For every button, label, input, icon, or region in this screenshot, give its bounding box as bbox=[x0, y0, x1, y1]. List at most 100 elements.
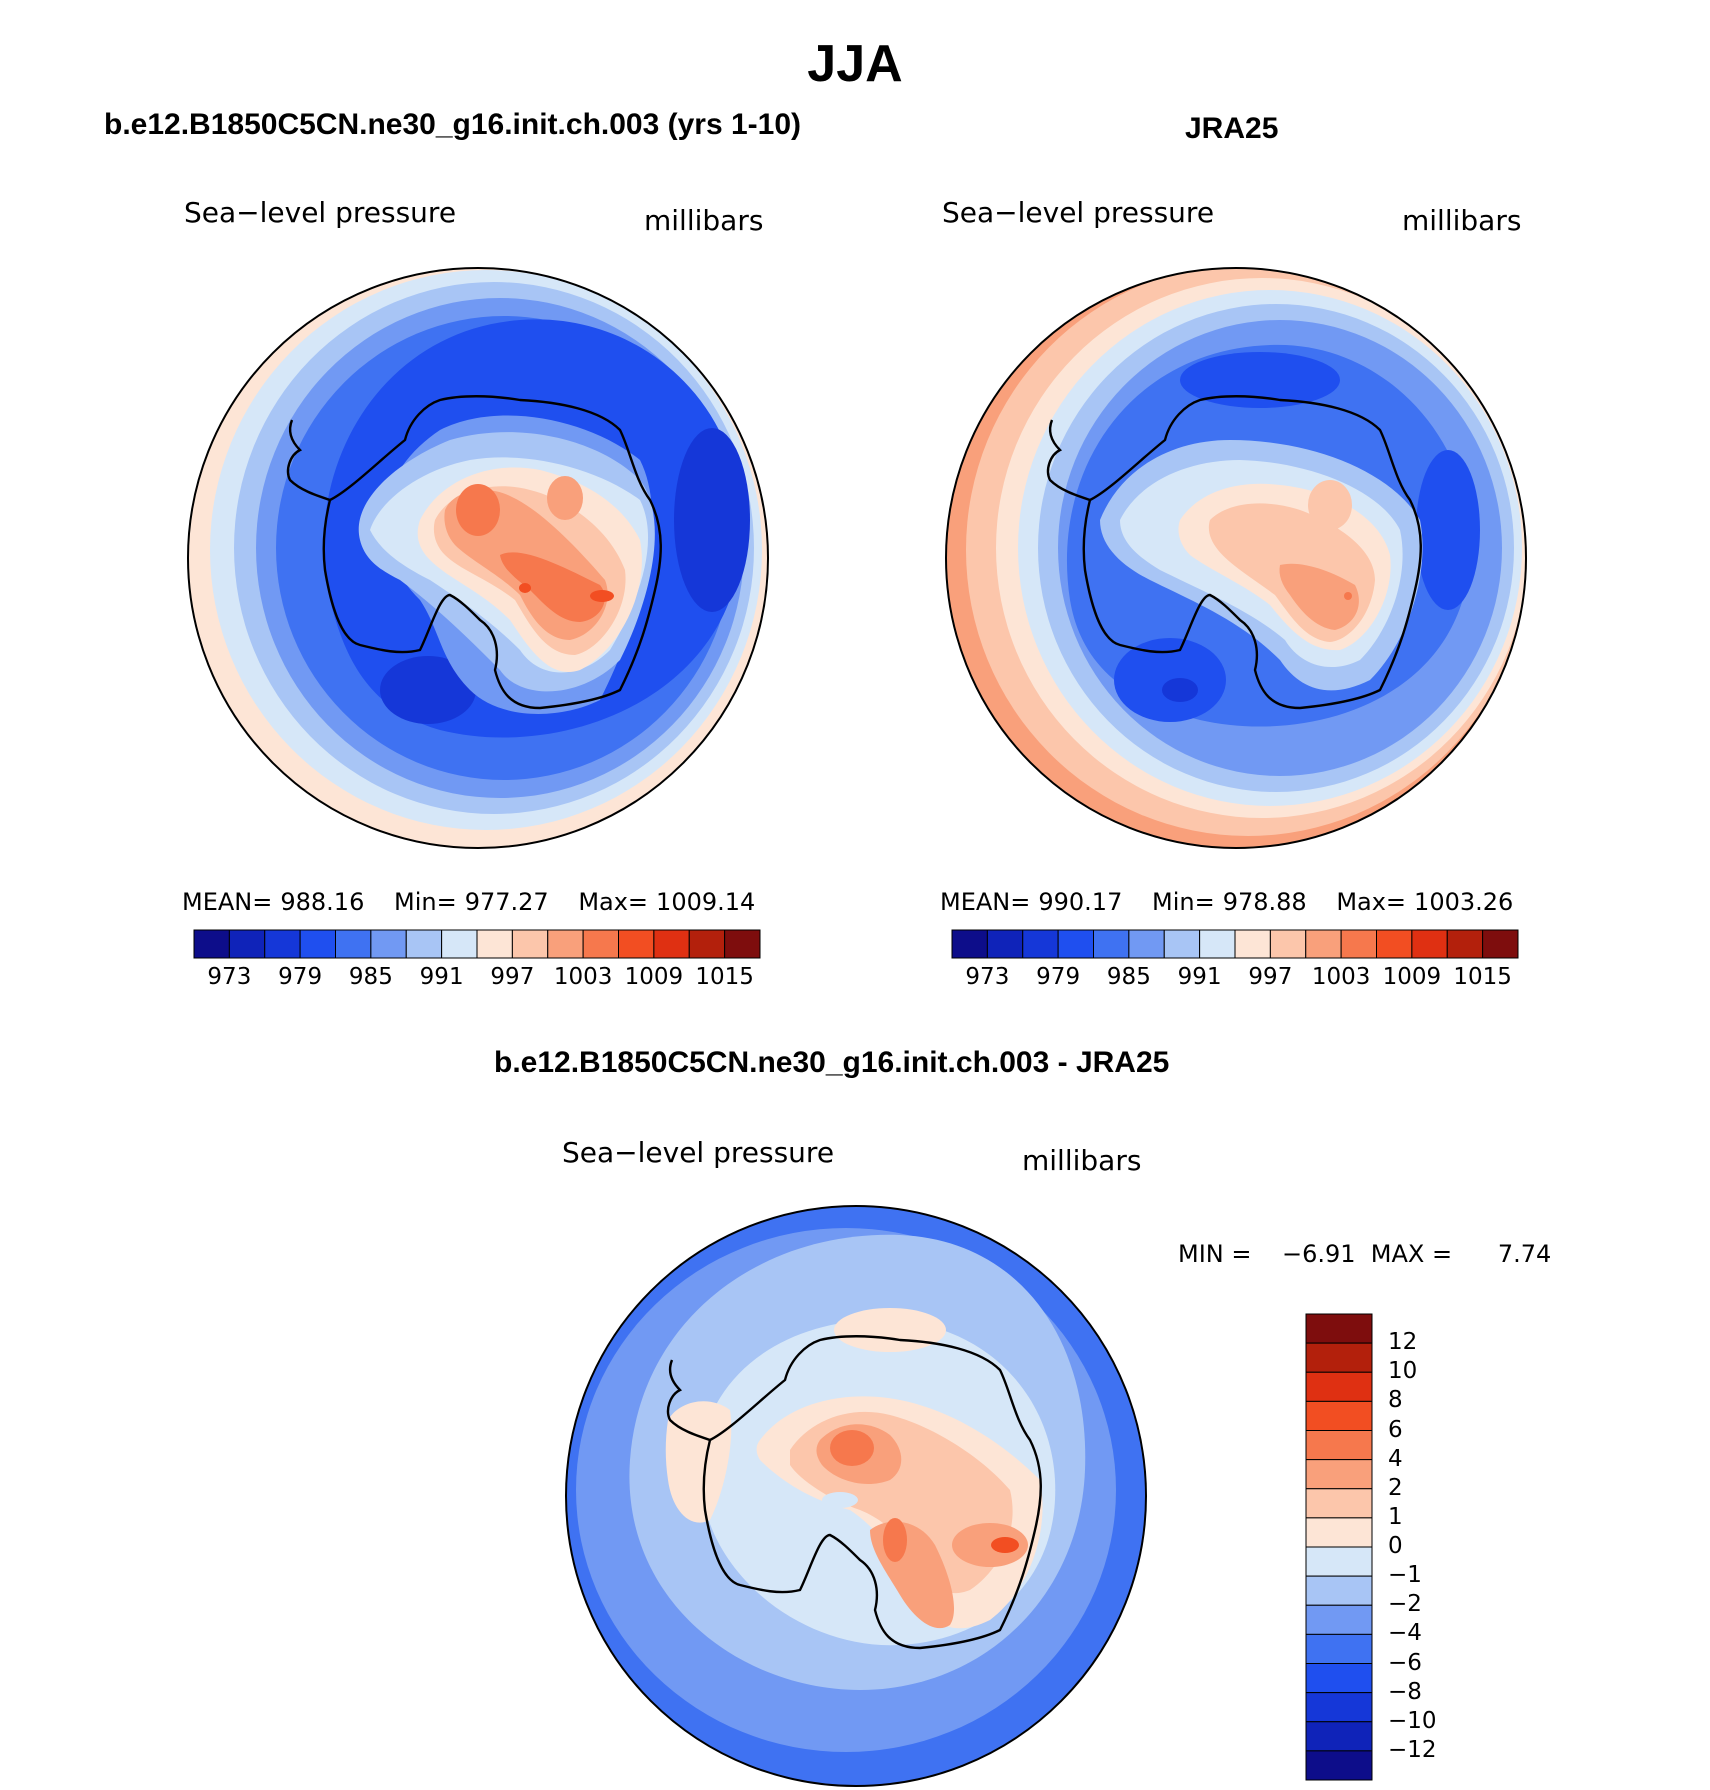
max-label: Max= bbox=[1336, 888, 1407, 916]
colorbar-swatch bbox=[1305, 1400, 1373, 1431]
season-title: JJA bbox=[807, 35, 903, 93]
antarctic-peninsula bbox=[1046, 419, 1091, 502]
colorbar-swatch bbox=[1340, 929, 1377, 959]
colorbar-swatch bbox=[193, 929, 230, 959]
high-red bbox=[590, 590, 614, 602]
colorbar-swatch bbox=[1128, 929, 1165, 959]
colorbar-swatch bbox=[1305, 1546, 1373, 1577]
colorbar-swatch bbox=[1234, 929, 1271, 959]
colorbar-swatch bbox=[1305, 1575, 1373, 1606]
colorbar-swatch bbox=[228, 929, 266, 959]
colorbar-swatch bbox=[1411, 929, 1448, 959]
colorbar-swatch bbox=[1305, 1663, 1373, 1694]
colorbar-swatch bbox=[264, 929, 301, 959]
colorbar-tick-label: 1003 bbox=[553, 964, 613, 990]
high-orange-north bbox=[456, 484, 500, 536]
colorbar-swatch bbox=[1305, 1459, 1373, 1490]
model-variable-label: Sea−level pressure bbox=[184, 196, 457, 229]
colorbar-swatch bbox=[582, 929, 619, 959]
colorbar-swatch bbox=[1305, 1692, 1373, 1723]
model-polar-map bbox=[187, 267, 769, 849]
min-label: Min= bbox=[1151, 888, 1215, 916]
model-panel-title: b.e12.B1850C5CN.ne30_g16.init.ch.003 (yr… bbox=[104, 108, 802, 141]
colorbar-tick-label: 973 bbox=[965, 964, 1010, 990]
colorbar-tick-label: 2 bbox=[1388, 1474, 1403, 1501]
colorbar-swatch bbox=[618, 929, 655, 959]
colorbar-tick-label: −1 bbox=[1388, 1562, 1422, 1589]
colorbar-tick-label: −4 bbox=[1388, 1620, 1422, 1647]
colorbar-swatch bbox=[335, 929, 372, 959]
colorbar-swatch bbox=[1482, 929, 1519, 959]
colorbar-swatch bbox=[1269, 929, 1307, 959]
colorbar-swatch bbox=[299, 929, 336, 959]
colorbar-tick-label: 997 bbox=[1248, 964, 1293, 990]
colorbar-swatch bbox=[1376, 929, 1413, 959]
antarctica-coastline bbox=[702, 1335, 1042, 1650]
colorbar-tick-label: 10 bbox=[1388, 1358, 1418, 1385]
obs-stats: MEAN= 990.17 Min= 978.88 Max= 1003.26 bbox=[940, 888, 1535, 916]
colorbar-swatch bbox=[653, 929, 690, 959]
mean-value: 990.17 bbox=[1038, 888, 1123, 916]
diff-units-label: millibars bbox=[1022, 1144, 1142, 1177]
low-center-east bbox=[674, 428, 750, 612]
mean-label: MEAN= bbox=[940, 888, 1031, 916]
high-salmon bbox=[1279, 563, 1359, 630]
colorbar-tick-label: 6 bbox=[1388, 1416, 1403, 1443]
colorbar-tick-label: 985 bbox=[348, 964, 393, 990]
colorbar-swatch bbox=[724, 929, 761, 959]
diff-panel-title: b.e12.B1850C5CN.ne30_g16.init.ch.003 - J… bbox=[494, 1046, 1170, 1079]
antarctic-peninsula bbox=[666, 1359, 711, 1442]
colorbar-tick-label: 1009 bbox=[1382, 964, 1442, 990]
obs-colorbar bbox=[951, 929, 1519, 959]
high-salmon-ne bbox=[547, 476, 583, 520]
obs-polar-map bbox=[945, 267, 1527, 849]
high-orange bbox=[500, 552, 605, 622]
colorbar-tick-label: 973 bbox=[207, 964, 252, 990]
colorbar-tick-label: 979 bbox=[1036, 964, 1081, 990]
colorbar-swatch bbox=[1305, 1313, 1373, 1344]
model-stats: MEAN= 988.16 Min= 977.27 Max= 1009.14 bbox=[182, 888, 777, 916]
colorbar-tick-label: 1015 bbox=[695, 964, 754, 990]
colorbar-swatch bbox=[951, 929, 988, 959]
colorbar-swatch bbox=[547, 929, 584, 959]
pos-orange-south bbox=[883, 1518, 907, 1562]
max-value: 1009.14 bbox=[656, 888, 756, 916]
colorbar-swatch bbox=[1305, 929, 1342, 959]
colorbar-tick-label: −6 bbox=[1388, 1649, 1422, 1676]
colorbar-swatch bbox=[370, 929, 407, 959]
colorbar-tick-label: 1 bbox=[1388, 1503, 1403, 1530]
colorbar-swatch bbox=[1305, 1430, 1373, 1461]
antarctic-peninsula bbox=[286, 419, 331, 502]
colorbar-swatch bbox=[405, 929, 443, 959]
low-blue-north bbox=[1180, 352, 1340, 408]
max-label: Max= bbox=[578, 888, 649, 916]
colorbar-tick-label: 1009 bbox=[624, 964, 684, 990]
colorbar-tick-label: 1015 bbox=[1453, 964, 1512, 990]
colorbar-tick-label: 985 bbox=[1106, 964, 1151, 990]
antarctica-coastline bbox=[322, 395, 662, 710]
colorbar-swatch bbox=[1163, 929, 1201, 959]
colorbar-swatch bbox=[1305, 1488, 1373, 1519]
colorbar-swatch bbox=[1305, 1721, 1373, 1752]
colorbar-swatch bbox=[1057, 929, 1094, 959]
pos-cream-west bbox=[665, 1401, 732, 1523]
pos-salmon-east bbox=[952, 1523, 1028, 1567]
colorbar-tick-label: −8 bbox=[1388, 1678, 1422, 1705]
max-value: 1003.26 bbox=[1414, 888, 1514, 916]
colorbar-tick-label: 991 bbox=[1177, 964, 1222, 990]
colorbar-swatch bbox=[1305, 1517, 1373, 1548]
colorbar-tick-label: 997 bbox=[490, 964, 535, 990]
colorbar-swatch bbox=[1305, 1342, 1373, 1373]
high-red-small bbox=[519, 583, 531, 593]
colorbar-tick-label: 0 bbox=[1388, 1533, 1403, 1559]
min-value: 977.27 bbox=[464, 888, 549, 916]
antarctica-coastline bbox=[1082, 395, 1422, 710]
diff-colorbar bbox=[1305, 1313, 1373, 1781]
obs-variable-label: Sea−level pressure bbox=[942, 196, 1215, 229]
colorbar-swatch bbox=[476, 929, 513, 959]
diff-minmax: MIN = −6.91 MAX = 7.74 bbox=[1178, 1240, 1552, 1268]
min-label: Min= bbox=[393, 888, 457, 916]
model-units-label: millibars bbox=[644, 204, 764, 237]
colorbar-swatch bbox=[511, 929, 549, 959]
